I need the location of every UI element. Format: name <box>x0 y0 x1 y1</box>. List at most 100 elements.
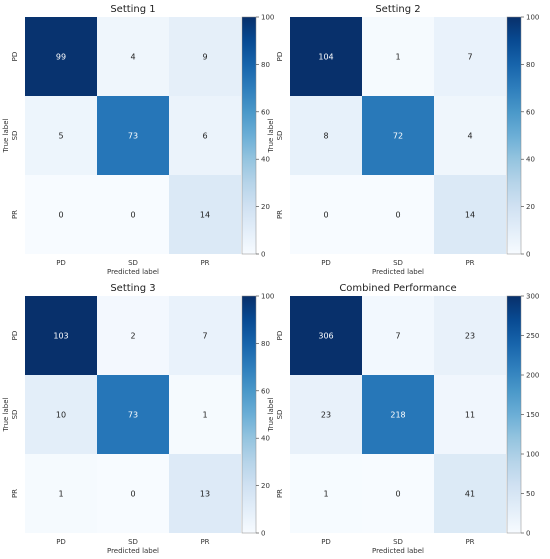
heatmap-cell <box>169 296 241 375</box>
cell-value-label: 0 <box>395 490 400 499</box>
x-tick-label: PD <box>321 538 331 546</box>
cell-value-label: 11 <box>465 411 475 420</box>
x-tick-label: SD <box>393 259 403 267</box>
colorbar-tick-label: 100 <box>526 14 539 22</box>
cell-value-label: 23 <box>465 332 475 341</box>
cell-value-label: 72 <box>393 132 403 141</box>
heatmap-cell <box>97 175 169 254</box>
heatmap-cell <box>362 454 434 533</box>
heatmap-cell <box>290 96 362 175</box>
heatmap-cell <box>25 375 97 454</box>
x-axis-label: Predicted label <box>107 547 159 555</box>
heatmap-cell <box>25 296 97 375</box>
cell-value-label: 7 <box>202 332 207 341</box>
cell-value-label: 2 <box>130 332 135 341</box>
y-tick-label: PD <box>11 52 19 62</box>
heatmap-cell <box>362 375 434 454</box>
heatmap-cell <box>97 454 169 533</box>
heatmap-cell <box>434 375 506 454</box>
y-tick-label: PR <box>276 489 284 498</box>
colorbar-tick-label: 0 <box>261 530 265 538</box>
x-axis-label: Predicted label <box>372 547 424 555</box>
colorbar-tick-label: 40 <box>526 156 535 164</box>
y-tick-label: PR <box>11 489 19 498</box>
heatmap-cell <box>362 17 434 96</box>
heatmap-cell <box>434 96 506 175</box>
heatmap-cell <box>434 296 506 375</box>
colorbar-tick-label: 60 <box>261 387 270 395</box>
cell-value-label: 104 <box>318 53 333 62</box>
y-axis-label: True label <box>267 118 275 153</box>
cell-value-label: 4 <box>467 132 472 141</box>
colorbar-tick-label: 250 <box>526 332 539 340</box>
x-tick-label: PD <box>56 538 66 546</box>
x-tick-label: PR <box>200 259 209 267</box>
x-tick-label: SD <box>128 259 138 267</box>
heatmap-cell <box>362 296 434 375</box>
colorbar-tick-label: 150 <box>526 411 539 419</box>
heatmap-cell <box>25 17 97 96</box>
x-axis-label: Predicted label <box>107 268 159 276</box>
heatmap-cell <box>434 175 506 254</box>
heatmap-cell <box>169 17 241 96</box>
heatmap-cell <box>97 96 169 175</box>
cell-value-label: 5 <box>58 132 63 141</box>
heatmap-cell <box>169 375 241 454</box>
cell-value-label: 1 <box>58 490 63 499</box>
heatmap-cell <box>290 175 362 254</box>
x-tick-label: SD <box>393 538 403 546</box>
y-axis-label: True label <box>2 118 10 153</box>
heatmap-cell <box>169 175 241 254</box>
y-tick-label: PD <box>276 52 284 62</box>
cell-value-label: 73 <box>128 411 138 420</box>
cell-value-label: 8 <box>323 132 328 141</box>
cell-value-label: 41 <box>465 490 475 499</box>
y-tick-label: PR <box>11 210 19 219</box>
colorbar-tick-label: 60 <box>261 108 270 116</box>
colorbar-tick-label: 0 <box>261 251 265 259</box>
y-tick-label: SD <box>11 410 19 420</box>
heatmap-cell <box>97 375 169 454</box>
colorbar-tick-label: 20 <box>526 203 535 211</box>
cell-value-label: 1 <box>395 53 400 62</box>
x-tick-label: PR <box>465 259 474 267</box>
y-axis-label: True label <box>267 397 275 432</box>
colorbar-tick-label: 300 <box>526 293 539 301</box>
y-tick-label: PD <box>11 331 19 341</box>
y-tick-label: SD <box>276 131 284 141</box>
cell-value-label: 0 <box>323 211 328 220</box>
cell-value-label: 1 <box>202 411 207 420</box>
cell-value-label: 4 <box>130 53 135 62</box>
cell-value-label: 10 <box>56 411 66 420</box>
x-axis-label: Predicted label <box>372 268 424 276</box>
cell-value-label: 0 <box>130 490 135 499</box>
heatmap-cell <box>290 17 362 96</box>
colorbar <box>241 16 257 255</box>
panel-title: Setting 2 <box>375 4 420 15</box>
cell-value-label: 23 <box>321 411 331 420</box>
cell-value-label: 99 <box>56 53 66 62</box>
cell-value-label: 7 <box>395 332 400 341</box>
cell-value-label: 9 <box>202 53 207 62</box>
colorbar-tick-label: 100 <box>261 293 274 301</box>
x-tick-label: PD <box>321 259 331 267</box>
colorbar <box>241 295 257 534</box>
heatmap-cell <box>290 296 362 375</box>
colorbar-tick-label: 100 <box>261 14 274 22</box>
panel-title: Setting 1 <box>110 4 155 15</box>
x-tick-label: SD <box>128 538 138 546</box>
cell-value-label: 1 <box>323 490 328 499</box>
panel-title: Combined Performance <box>339 283 456 294</box>
colorbar-tick-label: 20 <box>261 482 270 490</box>
heatmap-cell <box>169 454 241 533</box>
cell-value-label: 6 <box>202 132 207 141</box>
cell-value-label: 13 <box>200 490 210 499</box>
cell-value-label: 7 <box>467 53 472 62</box>
y-axis-label: True label <box>2 397 10 432</box>
cell-value-label: 306 <box>318 332 333 341</box>
colorbar-tick-label: 0 <box>526 251 530 259</box>
